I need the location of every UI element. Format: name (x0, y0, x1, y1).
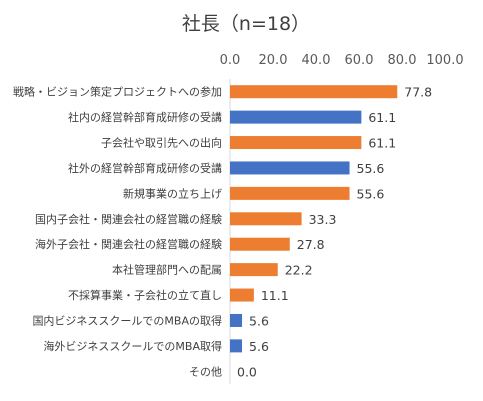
bar (230, 288, 254, 302)
category-label: 社内の経営幹部育成研修の受講 (68, 110, 222, 124)
x-tick-label: 100.0 (426, 53, 463, 68)
bar (230, 136, 362, 150)
category-label: 戦略・ビジョン策定プロジェクトへの参加 (13, 85, 222, 99)
category-label: 社外の経営幹部育成研修の受講 (68, 161, 222, 175)
x-tick-label: 40.0 (302, 53, 331, 68)
category-label: 国内子会社・関連会社の経営職の経験 (35, 212, 222, 226)
data-label: 11.1 (261, 288, 289, 303)
category-label: 国内ビジネススクールでのMBAの取得 (32, 313, 222, 327)
bar (230, 110, 362, 124)
x-tick-label: 60.0 (345, 53, 374, 68)
category-labels: 戦略・ビジョン策定プロジェクトへの参加社内の経営幹部育成研修の受講子会社や取引先… (13, 85, 222, 379)
data-label: 55.6 (357, 186, 385, 201)
bar (230, 212, 302, 226)
category-label: 海外ビジネススクールでのMBA取得 (43, 339, 222, 353)
x-axis-ticks: 0.0 20.0 40.0 60.0 80.0 100.0 (220, 53, 464, 68)
category-label: 子会社や取引先への出向 (101, 136, 222, 150)
data-label: 22.2 (285, 263, 313, 278)
category-label: その他 (189, 365, 222, 378)
bar (230, 161, 350, 175)
data-label: 5.6 (249, 313, 269, 328)
data-label: 33.3 (309, 212, 337, 227)
data-label: 77.8 (404, 85, 432, 100)
bar (230, 85, 398, 99)
bar (230, 263, 278, 277)
value-labels: 77.8 61.1 61.1 55.6 55.6 33.3 27.8 22.2 11.1 5.6 5… (237, 85, 432, 380)
chart-title: 社長（n=18） (182, 13, 310, 35)
data-label: 61.1 (368, 136, 396, 151)
bar (230, 237, 290, 251)
data-label: 55.6 (357, 161, 385, 176)
category-label: 不採算事業・子会社の立て直し (68, 288, 222, 302)
data-label: 27.8 (297, 237, 325, 252)
bar (230, 339, 243, 353)
data-label: 61.1 (368, 110, 396, 125)
x-tick-label: 20.0 (259, 53, 288, 68)
category-label: 本社管理部門への配属 (112, 263, 222, 277)
category-label: 海外子会社・関連会社の経営職の経験 (35, 237, 222, 251)
data-label: 0.0 (237, 364, 257, 379)
bars (230, 85, 398, 353)
bar (230, 313, 243, 327)
x-tick-label: 80.0 (388, 53, 417, 68)
x-tick-label: 0.0 (220, 53, 241, 68)
bar (230, 186, 350, 200)
data-label: 5.6 (249, 339, 269, 354)
category-label: 新規事業の立ち上げ (123, 186, 222, 200)
